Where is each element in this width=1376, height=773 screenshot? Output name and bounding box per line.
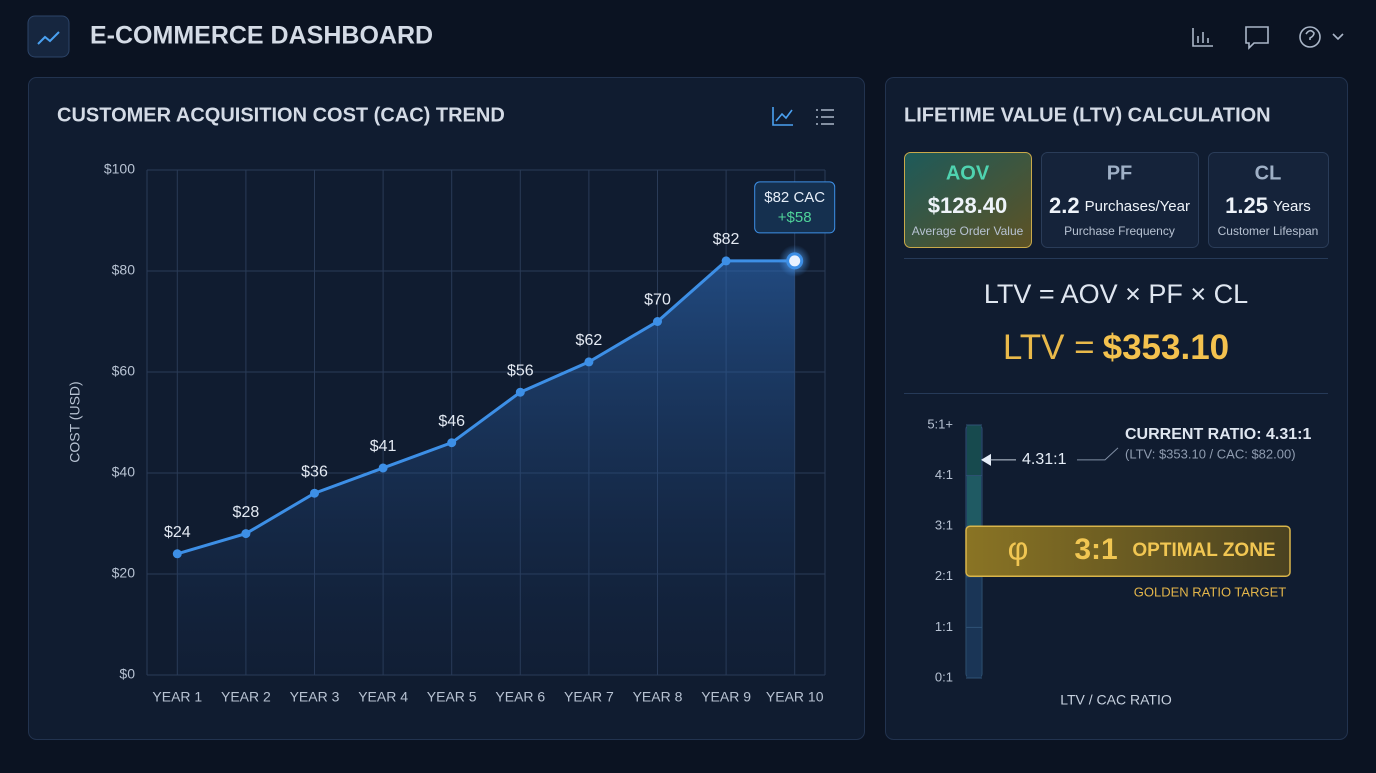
optimal-zone	[965, 525, 1291, 577]
point	[172, 549, 182, 559]
ltv-result-value: $353.10	[1103, 328, 1230, 367]
gauge-segment	[967, 627, 981, 678]
metric-card	[1208, 152, 1329, 248]
x-tick-label: YEAR 9	[701, 689, 751, 705]
comments-button[interactable]	[1245, 26, 1269, 50]
gauge-segment	[967, 475, 981, 527]
point	[447, 438, 457, 448]
current-ratio: CURRENT RATIO: 4.31:1	[1125, 426, 1311, 443]
point	[721, 256, 731, 266]
ltv-result: LTV = $353.10	[1003, 328, 1229, 367]
zone-symbol: φ	[1008, 531, 1029, 567]
x-tick-label: YEAR 6	[495, 689, 545, 705]
data-label: $28	[233, 504, 260, 521]
point-highlight	[786, 252, 804, 270]
x-tick-label: YEAR 3	[290, 689, 340, 705]
point	[378, 463, 388, 473]
analytics-button[interactable]	[1192, 28, 1213, 47]
point	[653, 317, 662, 326]
tooltip-value: $82 CAC	[764, 189, 825, 206]
gauge-tick-label: 5:1+	[927, 416, 953, 431]
data-label: $24	[164, 524, 191, 541]
area	[177, 260, 795, 675]
gauge-tick-label: 2:1	[935, 568, 953, 583]
line	[176, 259, 795, 556]
metric-description: Average Order Value	[912, 224, 1024, 238]
metric-unit: Years	[1273, 198, 1311, 215]
metric-value: 2.2 Purchases/Year	[1049, 193, 1190, 218]
help-button[interactable]	[1299, 26, 1344, 48]
point	[241, 529, 251, 539]
logo-icon	[37, 31, 60, 45]
page-title: E-COMMERCE DASHBOARD	[90, 22, 433, 50]
point	[310, 488, 319, 498]
list-view-button[interactable]	[816, 109, 834, 125]
data-label: $41	[370, 438, 397, 455]
metric-abbr: PF	[1107, 162, 1133, 184]
zone-title: OPTIMAL ZONE	[1132, 540, 1275, 561]
logo-box[interactable]	[27, 15, 70, 58]
ltv-result-label: LTV =	[1003, 328, 1095, 367]
ratio-connector	[1077, 447, 1119, 461]
gauge-segment	[967, 425, 981, 476]
y-tick-label: $40	[112, 464, 136, 480]
chart-title: CUSTOMER ACQUISITION COST (CAC) TREND	[57, 104, 505, 126]
y-tick-label: $80	[112, 262, 136, 278]
gauge-axis-title: LTV / CAC RATIO	[1060, 692, 1172, 708]
zone-caption: GOLDEN RATIO TARGET	[1134, 585, 1286, 600]
metric-value: $128.40	[928, 193, 1008, 218]
metric-number: 1.25	[1225, 193, 1268, 218]
zone-label: 3:1	[1074, 533, 1117, 566]
gauge-segment	[967, 576, 981, 628]
metric-abbr: CL	[1255, 162, 1282, 184]
y-tick-label: $60	[112, 363, 136, 379]
ltv-formula: LTV = AOV × PF × CL	[984, 279, 1248, 309]
y-tick-label: $20	[112, 565, 136, 581]
current-ratio-detail: (LTV: $353.10 / CAC: $82.00)	[1125, 446, 1296, 461]
tooltip-change: +$58	[778, 209, 812, 226]
metric-abbr: AOV	[946, 162, 990, 184]
gauge-tick-label: 4:1	[935, 467, 953, 482]
metric-value: 1.25 Years	[1225, 193, 1311, 218]
data-label: $36	[301, 463, 328, 480]
x-tick-label: YEAR 1	[152, 689, 202, 705]
gauge-tick-label: 1:1	[935, 619, 953, 634]
y-tick-label: $0	[119, 666, 135, 682]
data-label: $56	[507, 362, 534, 379]
metric-description: Purchase Frequency	[1064, 224, 1175, 238]
ratio-marker	[981, 453, 991, 466]
metric-number: 2.2	[1049, 193, 1080, 218]
metric-description: Customer Lifespan	[1218, 224, 1319, 238]
data-label: $62	[576, 332, 603, 349]
data-label: $46	[438, 413, 465, 430]
x-tick-label: YEAR 8	[633, 689, 683, 705]
x-tick-label: YEAR 2	[221, 689, 271, 705]
data-label: $70	[644, 292, 671, 309]
gauge-tick-label: 0:1	[935, 669, 953, 684]
metric-card	[1041, 152, 1199, 248]
x-tick-label: YEAR 5	[427, 689, 477, 705]
line-view-button[interactable]	[772, 107, 793, 126]
gauge-tick-label: 3:1	[935, 518, 953, 533]
x-tick-label: YEAR 7	[564, 689, 614, 705]
x-tick-label: YEAR 4	[358, 689, 408, 705]
y-axis-title: COST (USD)	[67, 381, 83, 462]
ratio-value: 4.31:1	[1022, 451, 1067, 468]
point	[515, 387, 525, 397]
point	[584, 357, 594, 367]
metric-card	[904, 152, 1032, 248]
data-label: $82	[713, 231, 740, 248]
metric-unit: Purchases/Year	[1085, 198, 1190, 215]
tooltip	[754, 181, 836, 234]
x-tick-label: YEAR 10	[766, 689, 824, 705]
ltv-title: LIFETIME VALUE (LTV) CALCULATION	[904, 104, 1271, 126]
y-tick-label: $100	[104, 161, 135, 177]
metric-number: $128.40	[928, 193, 1008, 218]
